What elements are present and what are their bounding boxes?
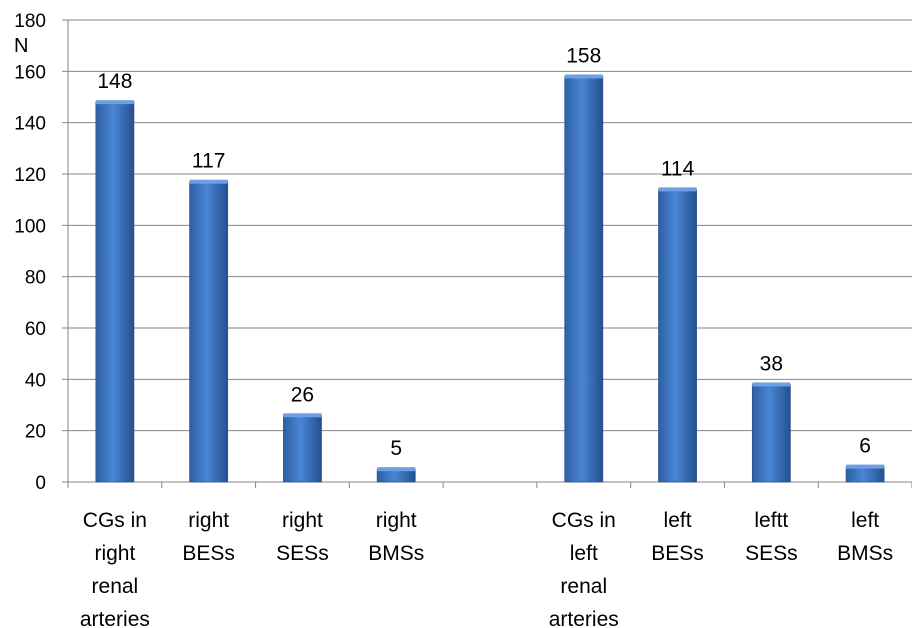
category-label: CGs in — [83, 509, 147, 532]
y-tick-label: 40 — [25, 370, 46, 391]
data-label: 148 — [97, 70, 132, 93]
bar-top — [564, 74, 603, 79]
bar-top — [95, 100, 134, 105]
bar — [283, 414, 322, 483]
data-label: 158 — [566, 44, 601, 67]
category-label: right — [94, 542, 135, 565]
category-label: BMSs — [368, 542, 424, 565]
y-unit-label: N — [14, 35, 28, 57]
category-label: left — [851, 509, 879, 532]
bar — [751, 384, 791, 483]
category-label: BESs — [651, 542, 704, 565]
category-label: renal — [92, 575, 139, 598]
bar-top — [752, 382, 791, 387]
y-tick-label: 100 — [14, 216, 46, 237]
y-tick-label: 80 — [25, 268, 46, 289]
data-label: 114 — [661, 157, 695, 180]
category-label: renal — [560, 575, 607, 598]
category-label: right — [282, 509, 323, 532]
data-label: 38 — [760, 352, 783, 375]
y-tick-label: 120 — [14, 165, 46, 186]
data-label: 26 — [291, 383, 314, 406]
category-label: arteries — [80, 608, 150, 628]
y-tick-label: 140 — [14, 114, 46, 135]
category-label: BMSs — [837, 542, 893, 565]
bar-top — [283, 413, 322, 418]
category-label: arteries — [549, 608, 619, 628]
category-label: left — [664, 509, 692, 532]
bars — [95, 74, 885, 483]
bar — [95, 101, 135, 483]
category-label: SESs — [745, 542, 798, 565]
y-tick-label: 180 — [14, 11, 46, 32]
category-label: SESs — [276, 542, 329, 565]
labels: 0 20 40 60 80 100 120 140 160 180 148 CGs in right re… — [14, 11, 893, 628]
bar — [658, 188, 697, 483]
bar-top — [658, 187, 697, 192]
bar-top — [846, 464, 885, 469]
bar-top — [377, 467, 416, 472]
category-label: left — [570, 542, 598, 565]
bar-top — [189, 179, 228, 184]
data-label: 117 — [192, 150, 225, 173]
data-label: 5 — [390, 437, 402, 460]
y-tick-label: 60 — [25, 319, 46, 340]
category-label: right — [376, 509, 417, 532]
bar — [845, 466, 885, 483]
category-label: right — [188, 509, 229, 532]
bar — [564, 76, 604, 483]
bar — [189, 181, 229, 483]
category-label: CGs in — [552, 509, 616, 532]
y-tick-label: 160 — [14, 62, 46, 83]
y-tick-label: 0 — [35, 473, 46, 494]
category-label: leftt — [754, 509, 788, 532]
data-label: 6 — [859, 435, 871, 458]
category-label: BESs — [182, 542, 235, 565]
y-tick-label: 20 — [25, 422, 46, 443]
